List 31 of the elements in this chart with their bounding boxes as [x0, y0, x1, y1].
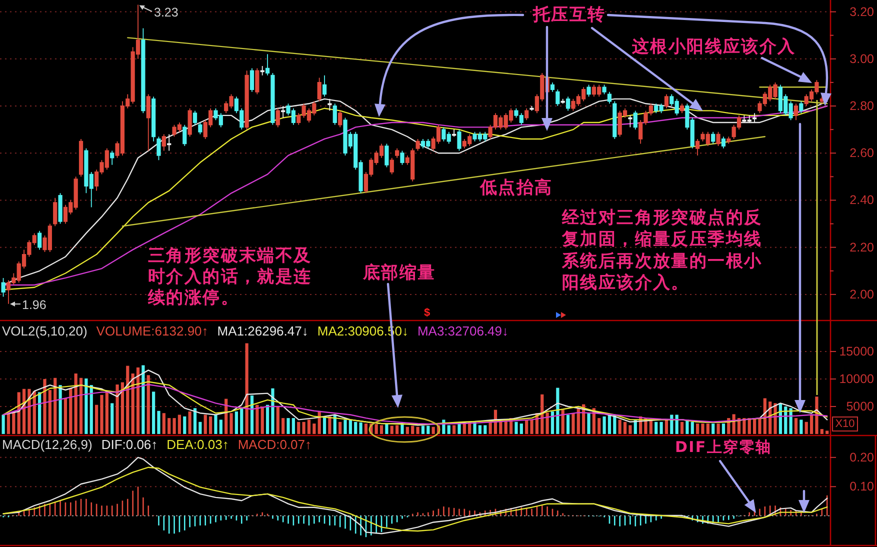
y-tick-label: 0.20 [850, 450, 874, 464]
chart-title: MACD(12,26,9) [2, 437, 92, 452]
annotation: 低点抬高 [479, 178, 553, 198]
y-tick-label: 0.10 [850, 480, 874, 494]
y-tick-label: 2.20 [850, 240, 874, 254]
text: MACD:0.07↑ [238, 437, 312, 452]
y-axis-title: X10 [835, 418, 855, 430]
series-label: DIF:0.06↑ [101, 437, 158, 452]
y-tick-label: 2.80 [850, 99, 874, 113]
annotation: 底部缩量 [362, 263, 436, 283]
annotation: $ [424, 307, 430, 319]
text: MA1:26296.47↓ [217, 324, 308, 338]
y-tick-label: 3.20 [850, 4, 874, 19]
annotation: 1.96 [22, 298, 46, 312]
annotation: 经过对三角形突破点的反复加固，缩量反压季均线系统后再次放量的一根小阳线应该介入。 [561, 208, 762, 294]
y-tick-label: 15000 [839, 344, 874, 358]
annotation: DIF上穿零轴 [675, 438, 772, 456]
text: MA3:32706.49↓ [417, 324, 509, 338]
y-tick-label: 3.00 [850, 52, 874, 66]
annotation: 3.23 [154, 6, 178, 20]
annotation: 托压互转 [532, 5, 606, 25]
annotation: 这根小阳线应该介入 [631, 37, 796, 57]
chart-title: VOL2(5,10,20) [2, 324, 88, 338]
annotation: 三角形突破末端不及时介入的话，就是连续的涨停。 [147, 246, 312, 308]
y-tick-label: 2.40 [850, 193, 874, 208]
y-tick-label: 5000 [846, 400, 874, 414]
series-label: DEA:0.03↑ [166, 437, 229, 452]
text: VOLUME:6132.90↑ [96, 324, 208, 338]
y-tick-label: 10000 [839, 372, 874, 386]
y-tick-label: 2.60 [850, 146, 874, 160]
y-tick-label: 2.00 [850, 287, 874, 302]
